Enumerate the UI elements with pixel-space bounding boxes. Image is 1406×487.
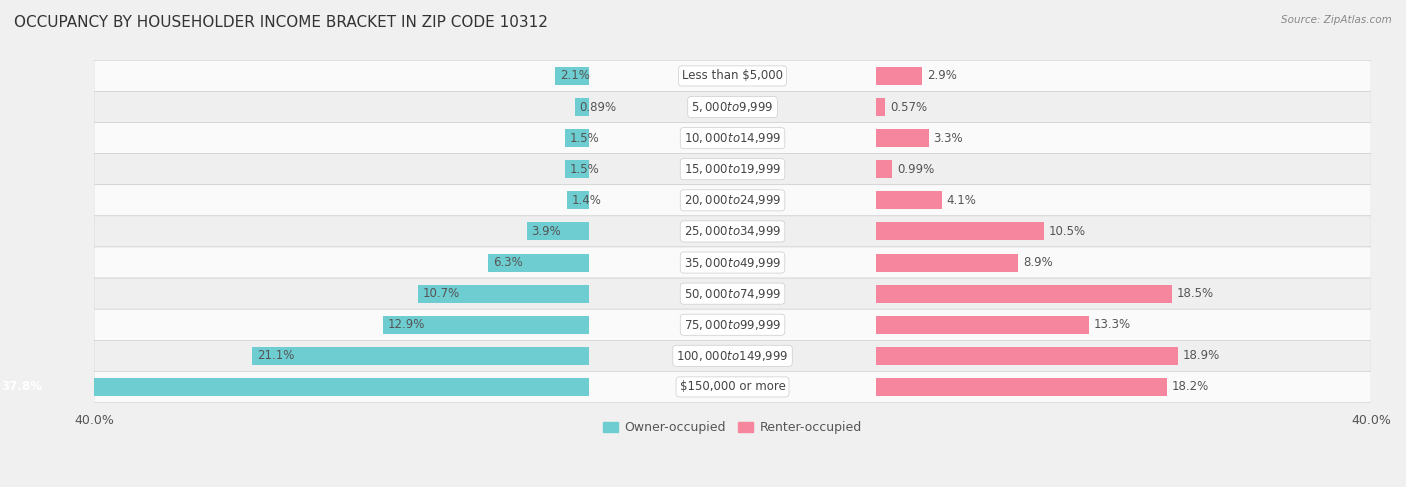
Bar xyxy=(876,98,886,116)
Bar xyxy=(0,378,589,396)
FancyBboxPatch shape xyxy=(94,372,1371,402)
Bar xyxy=(876,378,1167,396)
Bar xyxy=(252,347,589,365)
Bar xyxy=(575,98,589,116)
Bar xyxy=(876,191,942,209)
Text: 1.5%: 1.5% xyxy=(569,163,599,176)
Text: 3.3%: 3.3% xyxy=(934,131,963,145)
FancyBboxPatch shape xyxy=(94,216,1371,247)
Bar xyxy=(876,254,1018,272)
Text: $10,000 to $14,999: $10,000 to $14,999 xyxy=(683,131,782,145)
Text: $20,000 to $24,999: $20,000 to $24,999 xyxy=(683,193,782,207)
Bar xyxy=(382,316,589,334)
Text: 10.7%: 10.7% xyxy=(423,287,460,300)
Text: 0.57%: 0.57% xyxy=(890,100,927,113)
Text: 12.9%: 12.9% xyxy=(388,318,425,331)
Text: $25,000 to $34,999: $25,000 to $34,999 xyxy=(683,225,782,239)
Text: $50,000 to $74,999: $50,000 to $74,999 xyxy=(683,287,782,300)
Text: 0.89%: 0.89% xyxy=(579,100,617,113)
Text: Less than $5,000: Less than $5,000 xyxy=(682,70,783,82)
Text: 10.5%: 10.5% xyxy=(1049,225,1085,238)
Legend: Owner-occupied, Renter-occupied: Owner-occupied, Renter-occupied xyxy=(598,416,868,439)
FancyBboxPatch shape xyxy=(94,278,1371,309)
Text: 37.8%: 37.8% xyxy=(1,380,42,393)
FancyBboxPatch shape xyxy=(94,185,1371,216)
Bar xyxy=(876,316,1088,334)
Bar xyxy=(418,284,589,302)
Text: 3.9%: 3.9% xyxy=(531,225,561,238)
Bar xyxy=(876,284,1171,302)
FancyBboxPatch shape xyxy=(94,309,1371,340)
Text: 13.3%: 13.3% xyxy=(1094,318,1130,331)
Text: Source: ZipAtlas.com: Source: ZipAtlas.com xyxy=(1281,15,1392,25)
Text: $100,000 to $149,999: $100,000 to $149,999 xyxy=(676,349,789,363)
Text: 4.1%: 4.1% xyxy=(946,194,976,207)
Bar xyxy=(565,160,589,178)
Text: 0.99%: 0.99% xyxy=(897,163,934,176)
Bar xyxy=(555,67,589,85)
FancyBboxPatch shape xyxy=(94,247,1371,278)
Text: 8.9%: 8.9% xyxy=(1024,256,1053,269)
Bar xyxy=(488,254,589,272)
Text: $75,000 to $99,999: $75,000 to $99,999 xyxy=(683,318,782,332)
Text: $35,000 to $49,999: $35,000 to $49,999 xyxy=(683,256,782,269)
Bar xyxy=(876,223,1043,241)
FancyBboxPatch shape xyxy=(94,92,1371,123)
Text: 1.5%: 1.5% xyxy=(569,131,599,145)
Text: 1.4%: 1.4% xyxy=(571,194,602,207)
Bar xyxy=(876,67,922,85)
FancyBboxPatch shape xyxy=(94,154,1371,185)
Bar xyxy=(876,160,891,178)
Text: 2.1%: 2.1% xyxy=(560,70,591,82)
Text: $150,000 or more: $150,000 or more xyxy=(679,380,786,393)
Text: $5,000 to $9,999: $5,000 to $9,999 xyxy=(692,100,773,114)
Text: $15,000 to $19,999: $15,000 to $19,999 xyxy=(683,162,782,176)
FancyBboxPatch shape xyxy=(94,60,1371,92)
Text: 18.2%: 18.2% xyxy=(1171,380,1209,393)
Bar xyxy=(527,223,589,241)
Bar xyxy=(876,129,929,147)
Text: OCCUPANCY BY HOUSEHOLDER INCOME BRACKET IN ZIP CODE 10312: OCCUPANCY BY HOUSEHOLDER INCOME BRACKET … xyxy=(14,15,548,30)
Text: 21.1%: 21.1% xyxy=(257,349,294,362)
Text: 18.9%: 18.9% xyxy=(1182,349,1220,362)
Text: 6.3%: 6.3% xyxy=(494,256,523,269)
Text: 18.5%: 18.5% xyxy=(1177,287,1213,300)
Bar xyxy=(565,129,589,147)
Bar xyxy=(567,191,589,209)
Text: 2.9%: 2.9% xyxy=(928,70,957,82)
FancyBboxPatch shape xyxy=(94,340,1371,372)
FancyBboxPatch shape xyxy=(94,123,1371,154)
Bar xyxy=(876,347,1178,365)
